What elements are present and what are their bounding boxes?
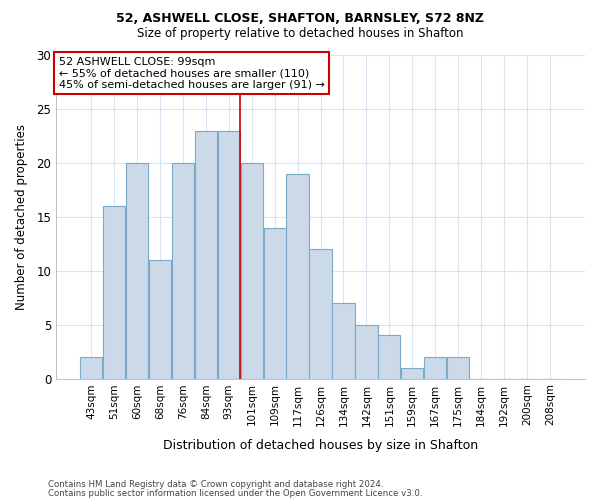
Bar [263,228,286,378]
Text: 52 ASHWELL CLOSE: 99sqm
← 55% of detached houses are smaller (110)
45% of semi-d: 52 ASHWELL CLOSE: 99sqm ← 55% of detache… [59,56,325,90]
Bar [103,206,125,378]
Y-axis label: Number of detached properties: Number of detached properties [15,124,28,310]
Bar [447,357,469,378]
Bar [218,130,240,378]
Bar [378,336,400,378]
Text: Contains HM Land Registry data © Crown copyright and database right 2024.: Contains HM Land Registry data © Crown c… [48,480,383,489]
Bar [126,163,148,378]
Bar [80,357,103,378]
Bar [332,303,355,378]
Text: Size of property relative to detached houses in Shafton: Size of property relative to detached ho… [137,28,463,40]
Text: 52, ASHWELL CLOSE, SHAFTON, BARNSLEY, S72 8NZ: 52, ASHWELL CLOSE, SHAFTON, BARNSLEY, S7… [116,12,484,26]
Bar [195,130,217,378]
Bar [424,357,446,378]
Bar [401,368,424,378]
Bar [149,260,171,378]
Bar [355,324,377,378]
Bar [310,249,332,378]
X-axis label: Distribution of detached houses by size in Shafton: Distribution of detached houses by size … [163,440,478,452]
Bar [286,174,309,378]
Bar [241,163,263,378]
Bar [172,163,194,378]
Text: Contains public sector information licensed under the Open Government Licence v3: Contains public sector information licen… [48,489,422,498]
